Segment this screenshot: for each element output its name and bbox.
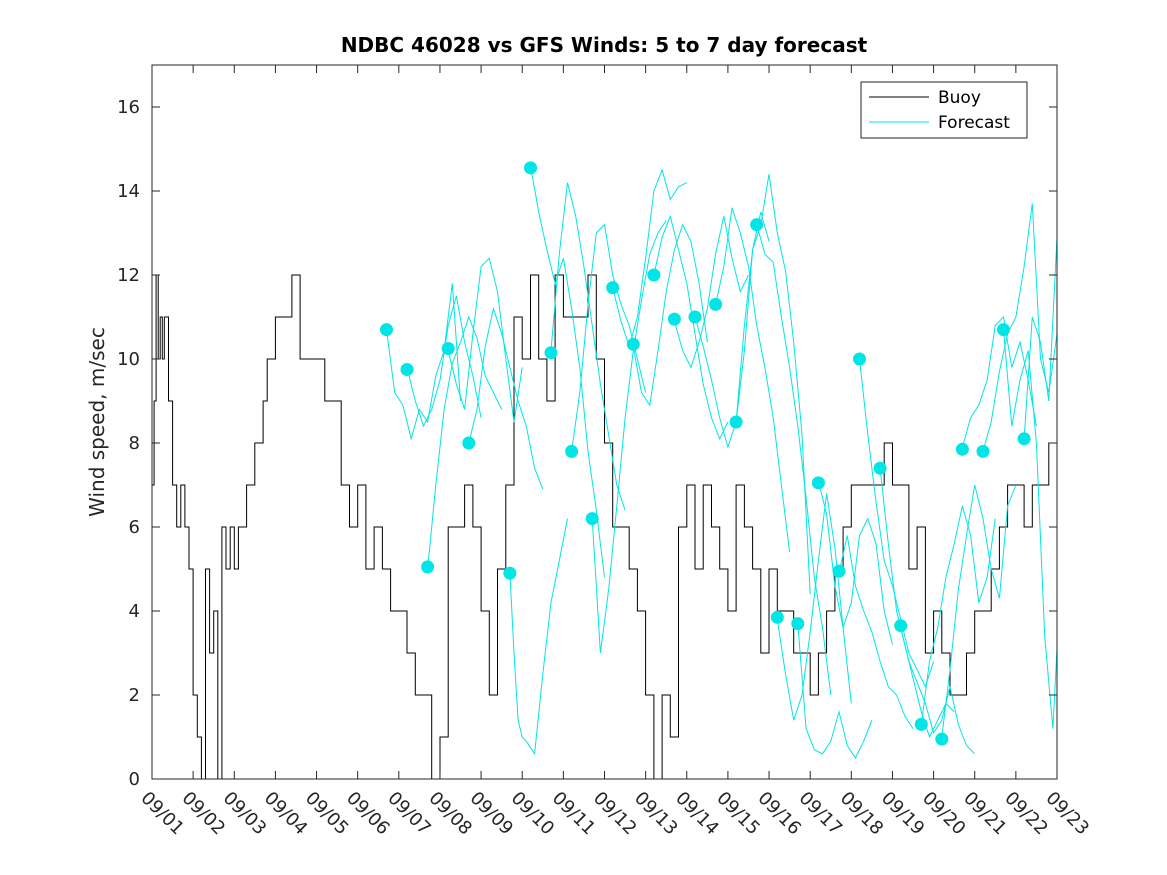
forecast-line-18 <box>756 224 832 696</box>
forecast-line-31 <box>1023 237 1058 439</box>
forecast-line-3 <box>427 315 503 570</box>
forecast-marker-28 <box>955 442 969 456</box>
forecast-line-14 <box>673 216 749 369</box>
forecast-marker-23 <box>853 352 866 366</box>
y-tick-label: 14 <box>117 181 140 202</box>
forecast-marker-6 <box>503 566 517 580</box>
forecast-line-24 <box>879 468 955 739</box>
forecast-marker-7 <box>524 161 537 175</box>
forecast-line-12 <box>632 223 708 407</box>
forecast-line-13 <box>653 214 729 441</box>
y-tick-label: 2 <box>129 685 140 706</box>
forecast-marker-11 <box>606 281 620 295</box>
forecast-marker-30 <box>997 323 1010 337</box>
forecast-marker-2 <box>400 363 414 376</box>
forecast-line-28 <box>961 315 1037 448</box>
plot-area: 024681012141609/0109/0209/0309/0409/0509… <box>117 64 1093 839</box>
legend-box <box>860 81 1028 139</box>
forecast-marker-17 <box>729 415 743 429</box>
forecast-marker-31 <box>1017 432 1031 446</box>
forecast-marker-18 <box>750 218 764 232</box>
legend: Buoy Forecast <box>860 81 1028 139</box>
forecast-line-27 <box>941 484 1017 738</box>
forecast-marker-14 <box>667 312 681 326</box>
forecast-line-26 <box>920 505 996 725</box>
forecast-line-16 <box>715 207 791 553</box>
forecast-line-23 <box>859 358 935 688</box>
forecast-marker-19 <box>770 610 784 624</box>
forecast-marker-20 <box>791 617 805 631</box>
forecast-line-30 <box>1003 329 1058 729</box>
forecast-marker-25 <box>894 619 908 633</box>
y-tick-label: 8 <box>129 433 140 454</box>
forecast-marker-13 <box>647 268 661 282</box>
forecast-line-29 <box>982 203 1058 452</box>
y-tick-label: 16 <box>117 97 140 118</box>
forecast-line-7 <box>530 165 605 578</box>
forecast-marker-15 <box>688 310 702 324</box>
forecast-series <box>386 165 1058 760</box>
y-tick-label: 4 <box>129 601 140 622</box>
forecast-marker-24 <box>873 461 887 475</box>
legend-forecast-label: Forecast <box>938 113 1010 133</box>
forecast-line-4 <box>447 257 523 423</box>
y-tick-label: 12 <box>117 265 140 286</box>
forecast-line-25 <box>900 627 976 755</box>
forecast-markers <box>380 161 1031 746</box>
forecast-marker-1 <box>380 323 393 337</box>
chart-title: NDBC 46028 vs GFS Winds: 5 to 7 day fore… <box>341 33 868 57</box>
y-axis-label: Wind speed, m/sec <box>85 327 109 517</box>
forecast-marker-4 <box>441 342 455 355</box>
y-tick-label: 0 <box>129 769 140 790</box>
forecast-marker-29 <box>976 444 990 458</box>
forecast-line-10 <box>591 220 667 654</box>
forecast-marker-10 <box>585 512 599 526</box>
forecast-line-6 <box>509 518 568 756</box>
forecast-line-11 <box>612 168 688 349</box>
forecast-marker-16 <box>709 297 723 311</box>
forecast-line-5 <box>468 306 544 490</box>
forecast-marker-27 <box>935 732 949 746</box>
forecast-line-22 <box>838 535 914 729</box>
forecast-marker-22 <box>832 564 846 578</box>
forecast-line-19 <box>776 493 852 721</box>
forecast-line-1 <box>386 283 461 441</box>
forecast-line-20 <box>797 623 873 760</box>
forecast-marker-3 <box>421 560 435 574</box>
forecast-marker-12 <box>626 337 640 351</box>
forecast-line-8 <box>550 182 626 511</box>
y-tick-label: 6 <box>129 517 140 538</box>
forecast-marker-9 <box>565 444 579 458</box>
legend-buoy-label: Buoy <box>938 88 981 108</box>
forecast-marker-5 <box>462 436 476 450</box>
forecast-marker-21 <box>811 476 825 490</box>
forecast-marker-26 <box>914 717 928 731</box>
forecast-marker-8 <box>544 346 558 360</box>
y-tick-label: 10 <box>117 349 140 370</box>
forecast-line-17 <box>735 174 811 595</box>
forecast-line-21 <box>817 480 893 645</box>
